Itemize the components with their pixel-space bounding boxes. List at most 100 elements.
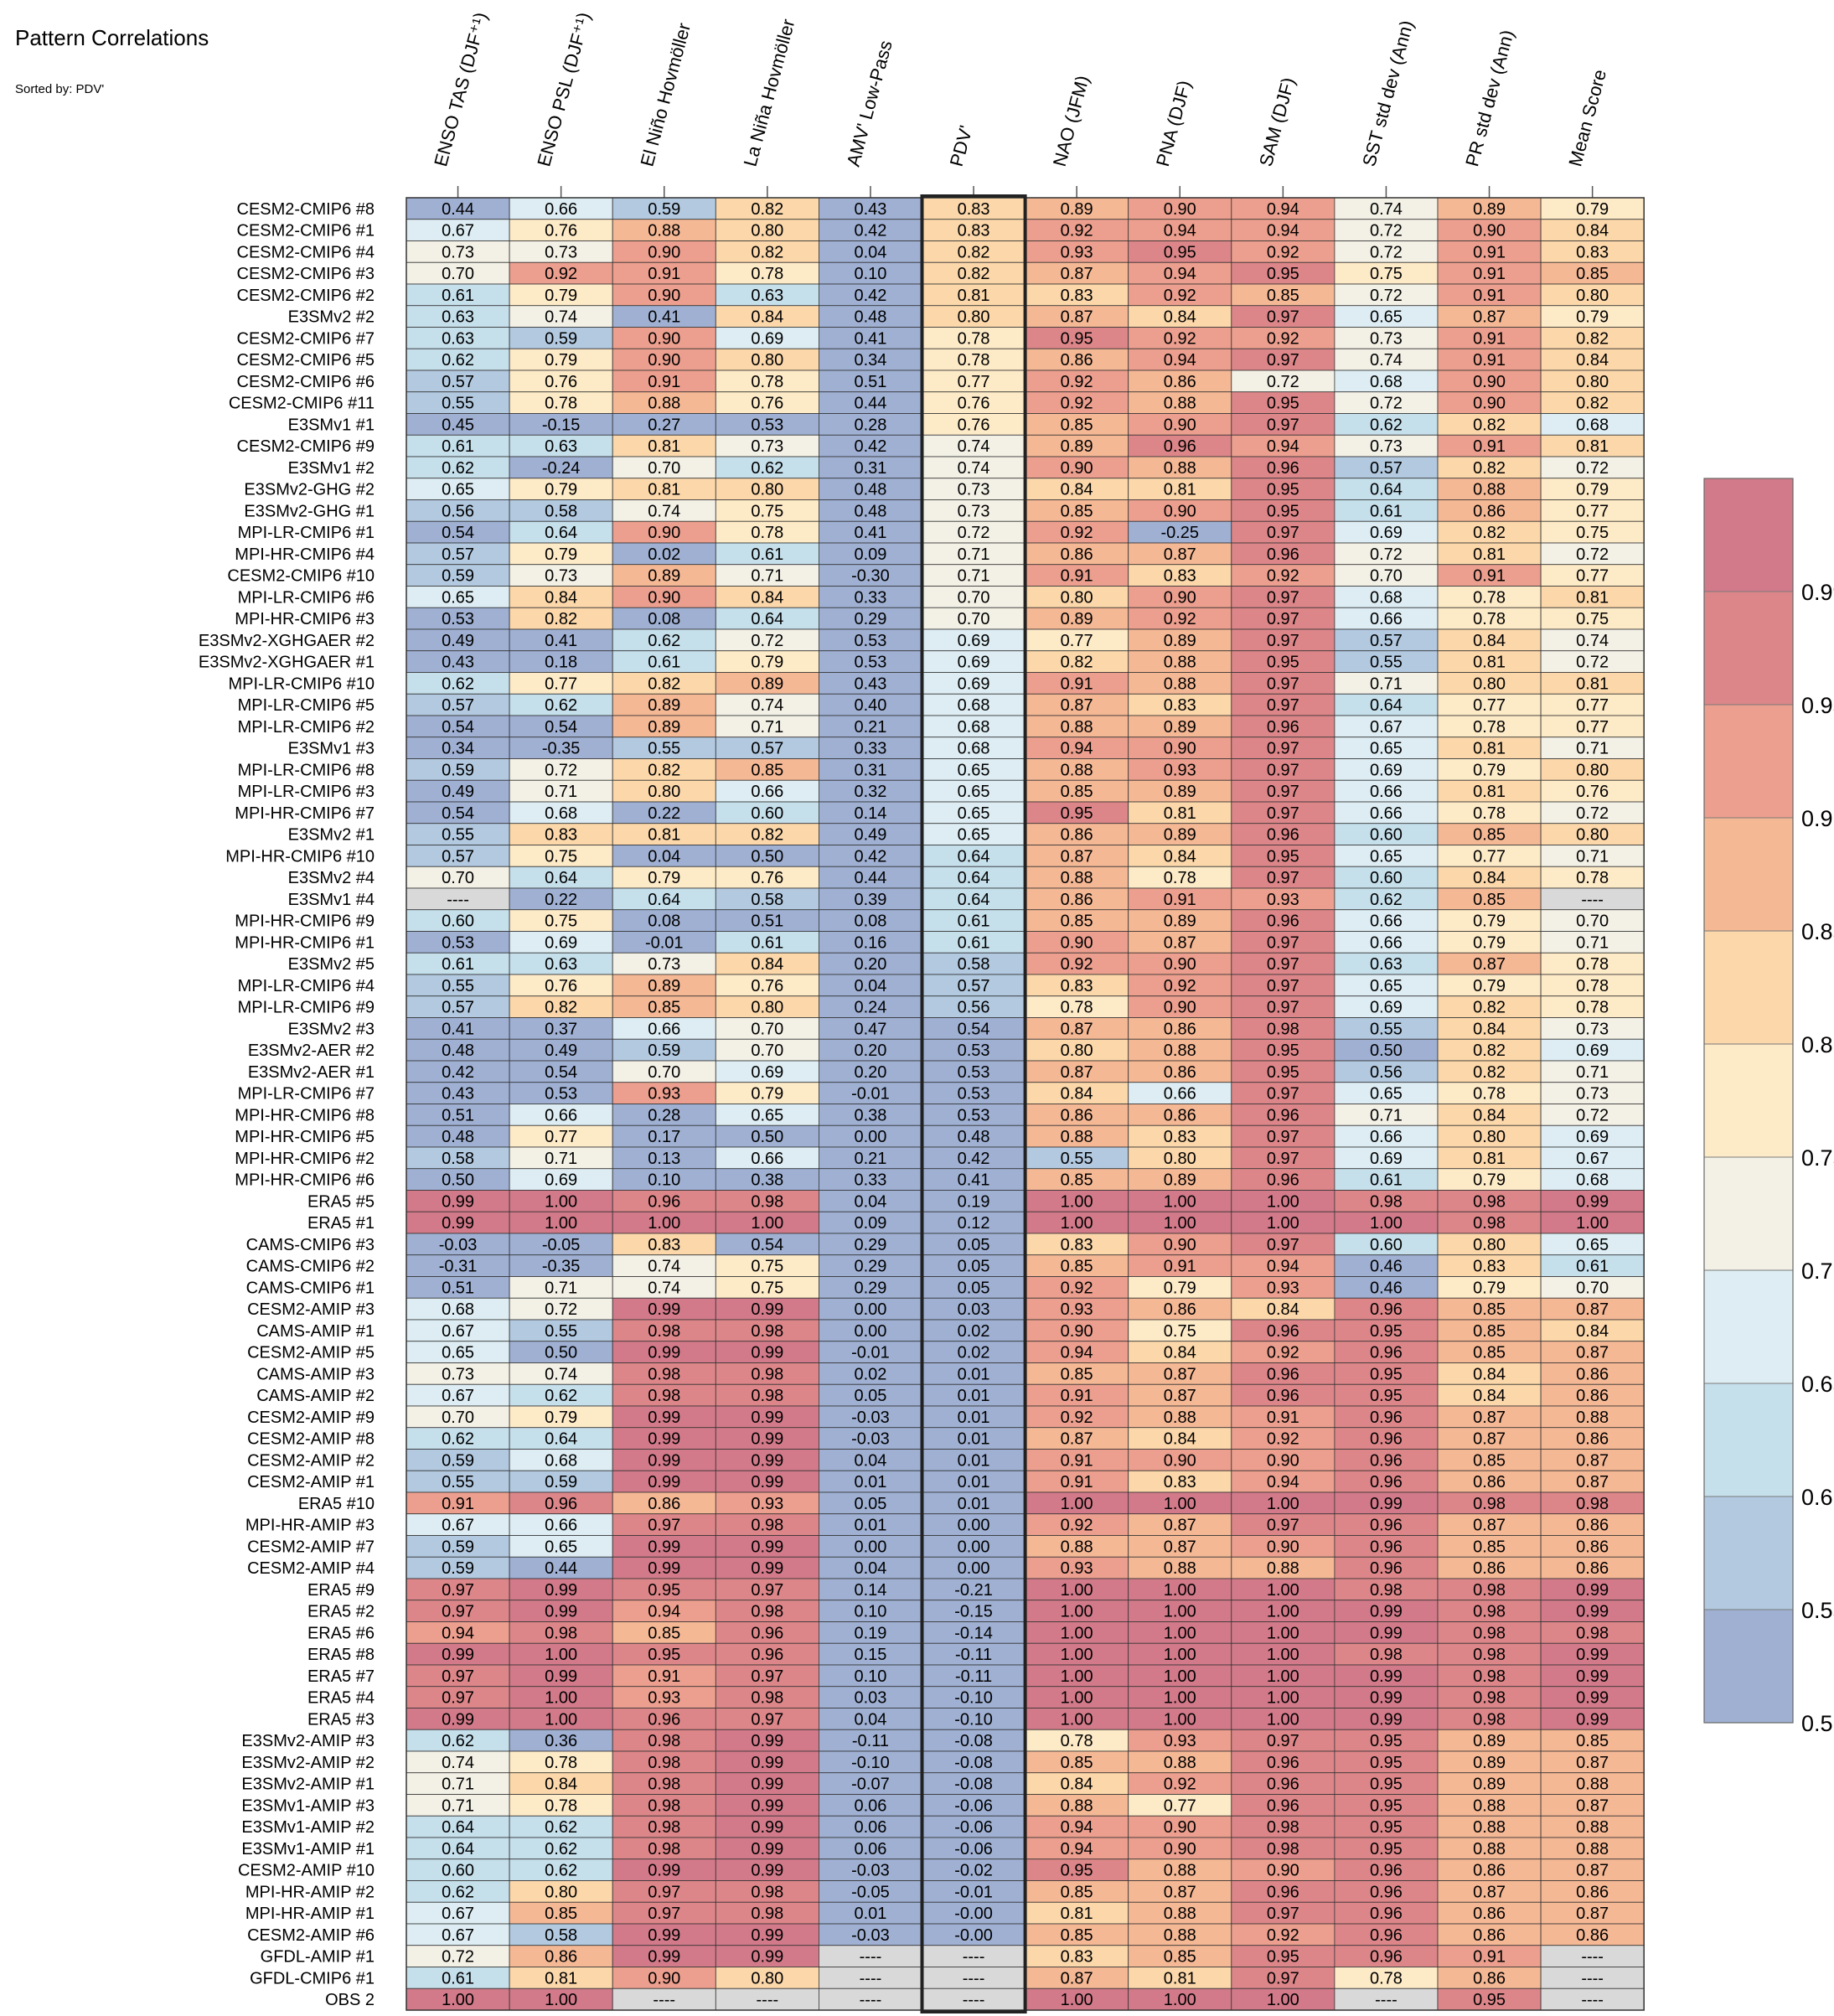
heatmap-cell [1540, 715, 1645, 738]
heatmap-cell [612, 1880, 716, 1903]
heatmap-cell [509, 779, 613, 803]
heatmap-cell [406, 283, 510, 307]
heatmap-cell [1540, 391, 1645, 414]
cell-value: 0.99 [1576, 1689, 1609, 1708]
heatmap-cell [1231, 1642, 1335, 1666]
cell-value: 0.87 [1473, 308, 1506, 327]
colorbar-tick-label: 0.9 [1801, 806, 1833, 831]
cell-value: 0.88 [1061, 869, 1093, 887]
cell-value: 0.02 [854, 1365, 886, 1383]
cell-value: 0.94 [1061, 740, 1093, 758]
cell-value: ---- [860, 1969, 882, 1988]
cell-value: 0.76 [545, 222, 577, 240]
heatmap-cell [1437, 758, 1542, 781]
heatmap-cell [922, 1449, 1025, 1471]
cell-value: 0.99 [648, 1559, 680, 1578]
cell-value: 0.55 [545, 1322, 577, 1341]
heatmap-cell [922, 1017, 1025, 1040]
cell-value: -0.03 [851, 1926, 890, 1945]
cell-value: 0.94 [1164, 222, 1196, 240]
heatmap-cell [406, 887, 510, 911]
cell-value: 0.41 [854, 524, 886, 542]
heatmap-cell [1334, 1124, 1439, 1148]
cell-value: 0.62 [442, 459, 474, 478]
heatmap-cell [1540, 1621, 1645, 1644]
heatmap-cell [1025, 1190, 1129, 1212]
cell-value: 1.00 [1267, 1495, 1299, 1513]
cell-value: 0.80 [1576, 373, 1609, 391]
cell-value: 0.87 [1473, 1883, 1506, 1901]
heatmap-cell [1128, 1988, 1232, 2011]
heatmap-cell [1334, 974, 1439, 997]
cell-value: 0.98 [648, 1840, 680, 1858]
cell-value: 0.86 [1473, 1862, 1506, 1880]
heatmap-cell [1334, 1794, 1439, 1817]
heatmap-cell [1231, 952, 1335, 975]
cell-value: 0.72 [1370, 395, 1403, 413]
heatmap-cell [922, 1772, 1025, 1795]
heatmap-cell [1128, 909, 1232, 932]
cell-value: 0.95 [1370, 1322, 1403, 1341]
cell-value: 0.92 [1267, 567, 1299, 586]
cell-value: 0.88 [1576, 1776, 1609, 1794]
cell-value: 0.83 [545, 826, 577, 845]
cell-value: 0.99 [751, 1732, 783, 1750]
heatmap-cell [1334, 1211, 1439, 1234]
cell-value: 0.99 [648, 1344, 680, 1362]
heatmap-cell [715, 1427, 819, 1450]
heatmap-cell [715, 737, 819, 759]
cell-value: 0.78 [1473, 610, 1506, 628]
heatmap-cell [1437, 261, 1542, 285]
heatmap-cell [509, 1491, 613, 1515]
cell-value: 0.91 [1267, 1409, 1299, 1427]
heatmap-cell [612, 1923, 716, 1946]
heatmap-cell [1437, 391, 1542, 414]
cell-value: 0.95 [1473, 1991, 1506, 2009]
row-label: E3SMv1 #1 [288, 416, 375, 434]
cell-value: 0.15 [854, 1646, 886, 1664]
cell-value: 0.99 [1576, 1192, 1609, 1211]
cell-value: 0.90 [1267, 1451, 1299, 1470]
cell-value: 0.97 [648, 1905, 680, 1923]
heatmap-cell [715, 1470, 819, 1493]
cell-value: 0.99 [1370, 1624, 1403, 1642]
cell-value: 0.84 [1473, 632, 1506, 650]
heatmap-cell [922, 240, 1025, 263]
heatmap-cell [406, 1082, 510, 1104]
cell-value: 0.78 [545, 1796, 577, 1815]
cell-value: 0.60 [442, 1862, 474, 1880]
cell-value: ---- [963, 1969, 985, 1988]
heatmap-cell [1334, 1254, 1439, 1277]
heatmap-cell [1437, 1901, 1542, 1925]
cell-value: 0.78 [1473, 1085, 1506, 1104]
cell-value: 0.95 [1370, 1387, 1403, 1405]
cell-value: 0.65 [442, 481, 474, 499]
cell-value: 0.84 [1061, 481, 1093, 499]
heatmap-cell [715, 499, 819, 522]
cell-value: 0.97 [1267, 1128, 1299, 1146]
cell-value: 0.08 [648, 610, 680, 628]
cell-value: 0.85 [545, 1905, 577, 1923]
heatmap-cell [922, 1578, 1025, 1601]
cell-value: 0.96 [1267, 1883, 1299, 1901]
row-label: CESM2-AMIP #8 [247, 1430, 375, 1449]
heatmap-cell [509, 370, 613, 393]
cell-value: 0.62 [545, 1840, 577, 1858]
cell-value: 0.55 [442, 977, 474, 995]
heatmap-cell [1437, 1750, 1542, 1774]
heatmap-cell [1128, 1642, 1232, 1666]
cell-value: 0.70 [648, 459, 680, 478]
cell-value: 0.85 [1061, 1365, 1093, 1383]
heatmap-cell [1334, 887, 1439, 911]
cell-value: 0.84 [1061, 1776, 1093, 1794]
heatmap-cell [715, 607, 819, 630]
cell-value: -0.10 [954, 1689, 993, 1708]
heatmap-cell [612, 931, 716, 954]
heatmap-cell [1334, 478, 1439, 500]
row-label: MPI-HR-CMIP6 #8 [235, 1106, 375, 1124]
heatmap-cell [1334, 1708, 1439, 1730]
heatmap-cell [509, 1211, 613, 1234]
cell-value: 0.34 [854, 351, 886, 370]
heatmap-cell [819, 1104, 922, 1126]
cell-value: 0.58 [545, 1926, 577, 1945]
